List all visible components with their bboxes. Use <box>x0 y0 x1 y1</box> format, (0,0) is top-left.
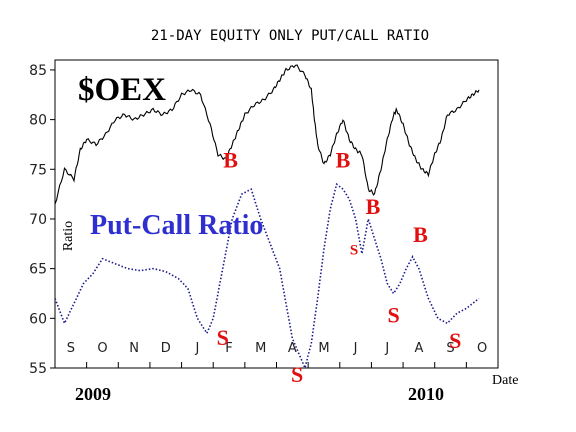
month-label: D <box>161 341 171 356</box>
put-call-ratio-line <box>54 182 480 371</box>
buy-signal-marker: B <box>413 222 428 247</box>
month-label: S <box>446 341 454 356</box>
y-tick-label: 85 <box>29 63 47 79</box>
month-label: O <box>97 341 107 356</box>
month-label: S <box>67 341 75 356</box>
month-label: A <box>288 341 297 356</box>
month-label: J <box>384 341 389 356</box>
buy-signal-marker: B <box>336 147 351 172</box>
year-label-2010: 2010 <box>408 384 444 404</box>
oex-line <box>54 64 480 205</box>
y-tick-label: 75 <box>29 162 47 178</box>
series-layer <box>54 64 480 371</box>
year-label-2009: 2009 <box>75 384 111 404</box>
month-label: M <box>318 341 329 356</box>
put-call-ratio-label: Put-Call Ratio <box>90 210 263 241</box>
sell-signal-marker: S <box>350 243 358 259</box>
oex-label: $OEX <box>78 72 166 108</box>
buy-signal-marker: B <box>366 194 381 219</box>
y-tick-label: 55 <box>29 361 47 377</box>
chart-title: 21-DAY EQUITY ONLY PUT/CALL RATIO <box>151 28 429 44</box>
y-axis: 55 60 65 70 75 80 85 <box>29 63 55 377</box>
month-label: A <box>414 341 423 356</box>
y-tick-label: 70 <box>29 212 47 228</box>
y-tick-label: 80 <box>29 113 47 129</box>
sell-signal-marker: S <box>291 362 303 387</box>
sell-signal-marker: S <box>449 328 461 353</box>
month-label: F <box>225 341 232 356</box>
month-label: J <box>194 341 199 356</box>
y-tick-label: 65 <box>29 262 47 278</box>
x-axis-label: Date <box>492 373 518 388</box>
month-label: O <box>477 341 487 356</box>
sell-signal-marker: S <box>217 325 229 350</box>
month-label: J <box>353 341 358 356</box>
y-tick-label: 60 <box>29 311 47 327</box>
sell-signal-marker: S <box>387 302 399 327</box>
buy-signal-marker: B <box>223 147 238 172</box>
month-label: M <box>255 341 266 356</box>
month-label: N <box>129 341 139 356</box>
y-axis-label: Ratio <box>61 221 76 251</box>
